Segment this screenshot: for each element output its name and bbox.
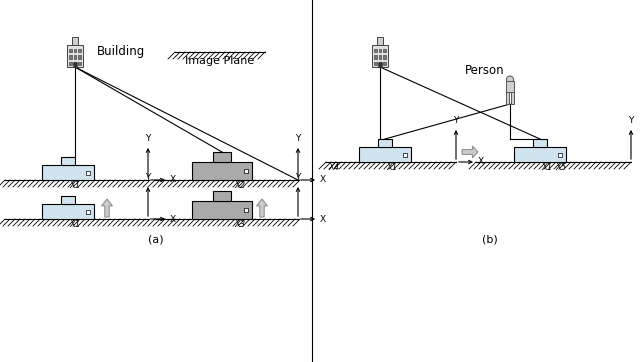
Bar bbox=[72, 37, 78, 45]
Bar bbox=[374, 49, 377, 52]
Bar bbox=[213, 191, 231, 201]
Bar bbox=[244, 169, 248, 173]
FancyArrow shape bbox=[462, 146, 478, 158]
Text: Y: Y bbox=[145, 134, 150, 143]
Bar bbox=[511, 92, 514, 104]
Text: X1: X1 bbox=[386, 163, 397, 172]
Text: (a): (a) bbox=[148, 234, 164, 244]
Bar bbox=[383, 55, 386, 59]
Text: X: X bbox=[478, 157, 484, 167]
Text: X4: X4 bbox=[328, 163, 339, 172]
Bar bbox=[378, 49, 381, 52]
Bar bbox=[244, 208, 248, 212]
Bar bbox=[506, 92, 509, 104]
Text: X: X bbox=[320, 215, 326, 223]
Bar bbox=[67, 45, 83, 67]
Bar bbox=[74, 62, 77, 65]
Bar bbox=[74, 55, 77, 59]
Text: Building: Building bbox=[97, 46, 145, 59]
Bar bbox=[359, 147, 411, 162]
Bar bbox=[42, 165, 94, 180]
Bar bbox=[506, 81, 514, 92]
Bar bbox=[372, 45, 388, 67]
Bar bbox=[72, 62, 77, 67]
Text: Y: Y bbox=[453, 116, 459, 125]
Bar bbox=[78, 49, 81, 52]
Text: X1: X1 bbox=[69, 181, 80, 190]
Bar bbox=[69, 49, 72, 52]
Bar bbox=[383, 62, 386, 65]
Text: Person: Person bbox=[465, 64, 504, 77]
Bar bbox=[213, 152, 231, 162]
Bar bbox=[383, 49, 386, 52]
Bar bbox=[61, 157, 75, 165]
FancyArrow shape bbox=[102, 199, 113, 217]
Bar bbox=[378, 62, 381, 65]
Bar bbox=[61, 196, 75, 204]
Bar bbox=[533, 139, 547, 147]
Text: Y: Y bbox=[295, 134, 301, 143]
Bar bbox=[86, 171, 90, 174]
FancyArrow shape bbox=[257, 199, 268, 217]
Bar bbox=[378, 55, 381, 59]
Bar bbox=[78, 55, 81, 59]
Text: X5: X5 bbox=[555, 163, 566, 172]
Bar bbox=[42, 204, 94, 219]
Bar bbox=[378, 62, 383, 67]
Bar bbox=[558, 152, 562, 156]
Bar bbox=[192, 201, 252, 219]
Text: X: X bbox=[320, 176, 326, 185]
Text: Y: Y bbox=[295, 173, 301, 182]
Text: X: X bbox=[170, 176, 176, 185]
Bar bbox=[69, 55, 72, 59]
Text: Y: Y bbox=[628, 116, 634, 125]
Bar bbox=[78, 62, 81, 65]
Text: (b): (b) bbox=[482, 234, 498, 244]
Bar bbox=[74, 49, 77, 52]
Bar bbox=[192, 162, 252, 180]
Text: Image Plane: Image Plane bbox=[186, 56, 255, 66]
Bar bbox=[403, 152, 407, 156]
Text: X1: X1 bbox=[69, 220, 80, 229]
Bar bbox=[374, 55, 377, 59]
Text: Y: Y bbox=[145, 173, 150, 182]
Text: X3: X3 bbox=[234, 220, 245, 229]
Text: X: X bbox=[170, 215, 176, 223]
Bar bbox=[378, 139, 392, 147]
Bar bbox=[69, 62, 72, 65]
Bar bbox=[514, 147, 566, 162]
Text: X2: X2 bbox=[234, 181, 245, 190]
Bar bbox=[86, 210, 90, 214]
Circle shape bbox=[506, 76, 514, 83]
Text: X1: X1 bbox=[541, 163, 552, 172]
Bar bbox=[374, 62, 377, 65]
Bar bbox=[377, 37, 383, 45]
